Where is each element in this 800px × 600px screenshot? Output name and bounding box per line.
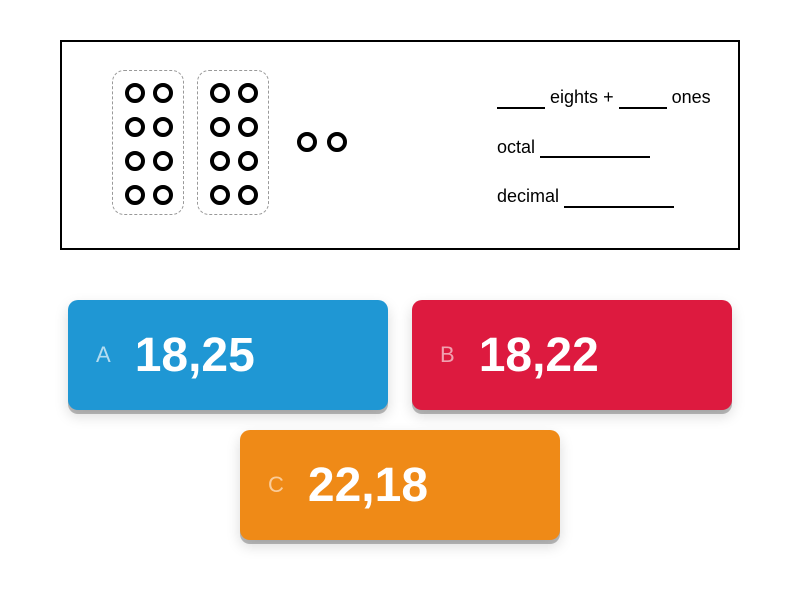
dot-icon	[153, 185, 173, 205]
dot-icon	[153, 151, 173, 171]
decimal-line: decimal	[497, 186, 737, 208]
answer-value-c: 22,18	[308, 458, 428, 513]
dot-icon	[153, 83, 173, 103]
blank-ones	[619, 89, 667, 109]
octal-line: octal	[497, 137, 737, 159]
answer-letter-a: A	[96, 342, 111, 368]
answer-option-a[interactable]: A 18,25	[68, 300, 388, 410]
dot-icon	[210, 83, 230, 103]
plus-sign: +	[603, 87, 614, 107]
answer-option-c[interactable]: C 22,18	[240, 430, 560, 540]
eights-ones-line: eights + ones	[497, 87, 737, 109]
fill-in-blanks: eights + ones octal decimal	[497, 87, 737, 208]
dot-icon	[238, 83, 258, 103]
answer-value-a: 18,25	[135, 328, 255, 383]
dot-icon	[238, 185, 258, 205]
dot-icon	[125, 151, 145, 171]
dot-icon	[210, 117, 230, 137]
answer-letter-b: B	[440, 342, 455, 368]
blank-octal	[540, 138, 650, 158]
dot-icon	[125, 185, 145, 205]
eights-label: eights	[550, 87, 598, 107]
dot-icon	[125, 117, 145, 137]
dot-icon	[327, 132, 347, 152]
dot-icon	[210, 185, 230, 205]
eight-group-2	[197, 70, 269, 215]
dot-icon	[210, 151, 230, 171]
answer-letter-c: C	[268, 472, 284, 498]
answer-value-b: 18,22	[479, 328, 599, 383]
dot-icon	[125, 83, 145, 103]
dot-icon	[297, 132, 317, 152]
octal-label: octal	[497, 137, 535, 157]
answer-option-b[interactable]: B 18,22	[412, 300, 732, 410]
dot-icon	[238, 117, 258, 137]
dot-icon	[238, 151, 258, 171]
blank-decimal	[564, 188, 674, 208]
decimal-label: decimal	[497, 186, 559, 206]
question-panel: eights + ones octal decimal	[60, 40, 740, 250]
ones-label: ones	[672, 87, 711, 107]
dot-icon	[153, 117, 173, 137]
blank-eights	[497, 89, 545, 109]
eight-group-1	[112, 70, 184, 215]
